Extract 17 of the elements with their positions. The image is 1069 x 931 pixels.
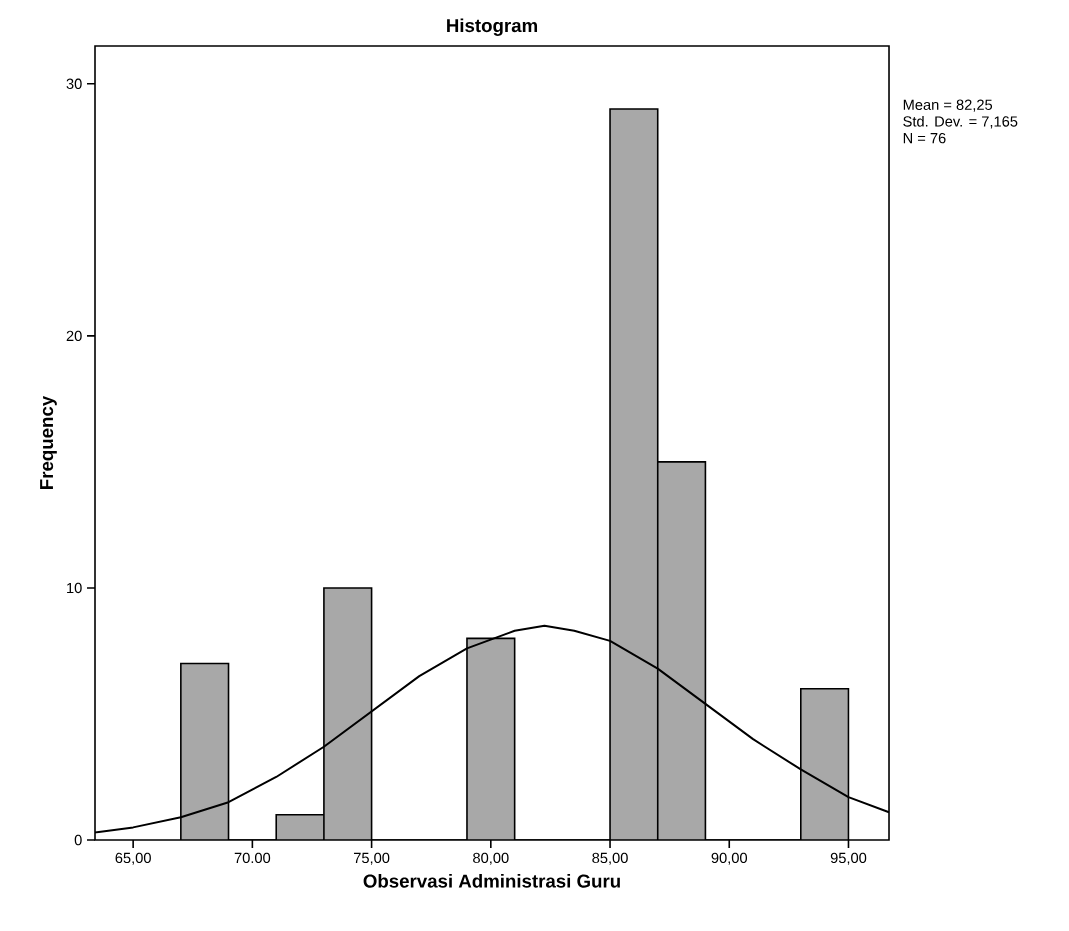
text: N = 76 [903, 132, 946, 144]
x-tick-label: 65,00 [115, 852, 151, 865]
x-axis-title: Observasi Administrasi Guru [363, 873, 620, 888]
y-axis-title: Frequency [40, 395, 57, 489]
y-tick-label: 0 [74, 834, 82, 846]
y-tick-label: 20 [66, 330, 82, 342]
y-tick-label: 10 [67, 582, 82, 594]
x-tick-label: 85,00 [592, 852, 628, 865]
chart-title: Histogram [447, 18, 538, 36]
x-tick-label: 70.00 [234, 852, 271, 864]
x-tick-label: 90,00 [711, 852, 748, 865]
y-tick-label: 30 [66, 78, 82, 89]
x-tick-label: 80,00 [473, 852, 509, 865]
x-tick-label: 75,00 [354, 852, 390, 865]
x-tick-label: 95,00 [830, 852, 867, 865]
text: Std. Dev. = 7,165 [903, 115, 1018, 129]
text: Mean = 82,25 [903, 99, 993, 112]
